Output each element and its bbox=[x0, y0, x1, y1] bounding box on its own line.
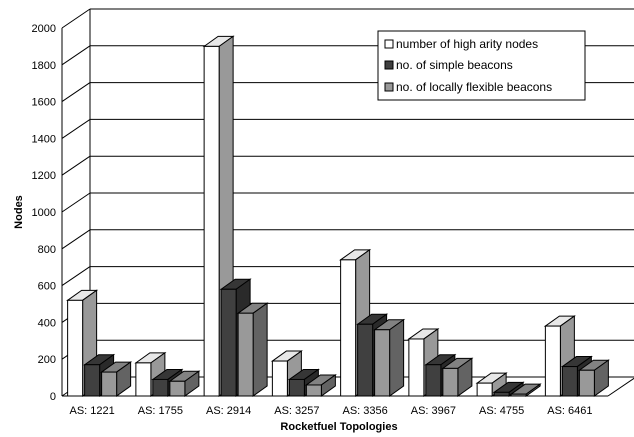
bar-front bbox=[425, 364, 442, 397]
bar-front bbox=[578, 369, 595, 397]
bar bbox=[100, 361, 133, 397]
bar-front bbox=[476, 382, 493, 397]
y-tick-labels: 0 200 400 600 800 1000 1200 1400 1600 1800 2000 bbox=[32, 23, 56, 403]
legend-swatch-high-arity bbox=[384, 39, 394, 49]
bar-front bbox=[220, 288, 237, 397]
legend-label-simple-beacons: no. of simple beacons bbox=[396, 58, 513, 72]
legend: number of high arity nodes no. of simple… bbox=[377, 30, 586, 101]
bar-front bbox=[544, 325, 561, 397]
y-tick-label: 1000 bbox=[32, 207, 56, 219]
x-tick-labels: AS: 1221 AS: 1755 AS: 2914 AS: 3257 AS: 3356… bbox=[69, 405, 592, 417]
bar bbox=[168, 370, 201, 397]
bar-front bbox=[442, 367, 459, 397]
bar-front bbox=[408, 338, 425, 397]
y-tick-label: 1200 bbox=[32, 170, 56, 182]
y-tick-label: 200 bbox=[38, 354, 56, 366]
gridline-depth bbox=[61, 118, 91, 139]
gridline-depth bbox=[61, 229, 91, 250]
gridline-depth bbox=[61, 82, 91, 103]
bar-front bbox=[561, 366, 578, 397]
bars bbox=[66, 35, 610, 397]
bar bbox=[441, 357, 474, 397]
legend-box bbox=[377, 30, 586, 101]
bar bbox=[475, 372, 508, 397]
bar bbox=[509, 383, 542, 397]
y-tick-label: 2000 bbox=[32, 23, 56, 35]
bar-front bbox=[340, 259, 357, 397]
gridline-depth bbox=[61, 266, 91, 287]
legend-swatch-flexible-beacons bbox=[384, 82, 394, 92]
bar-front bbox=[305, 384, 322, 397]
bar-front bbox=[135, 362, 152, 397]
x-tick-label: AS: 2914 bbox=[206, 405, 251, 417]
bar bbox=[577, 359, 610, 397]
y-tick-label: 1400 bbox=[32, 133, 56, 145]
gridline-depth bbox=[61, 192, 91, 213]
bar bbox=[304, 373, 337, 397]
x-tick-label: AS: 4755 bbox=[479, 405, 524, 417]
y-tick-label: 600 bbox=[38, 281, 56, 293]
bar bbox=[236, 302, 269, 397]
y-axis-title: Nodes bbox=[13, 195, 25, 229]
bar-front bbox=[271, 360, 288, 397]
x-tick-label: AS: 3257 bbox=[274, 405, 319, 417]
y-tick-label: 0 bbox=[50, 391, 56, 403]
x-axis-title: Rocketfuel Topologies bbox=[280, 421, 397, 433]
y-tick-label: 800 bbox=[38, 244, 56, 256]
bar-front bbox=[152, 378, 169, 397]
bar-front bbox=[67, 299, 84, 397]
gridline-depth bbox=[61, 45, 91, 66]
x-tick-label: AS: 1755 bbox=[138, 405, 183, 417]
bar-front bbox=[288, 378, 305, 397]
bar-front bbox=[510, 393, 527, 397]
bar bbox=[373, 318, 406, 397]
x-tick-label: AS: 1221 bbox=[69, 405, 114, 417]
bar-front bbox=[203, 45, 220, 397]
bar-side bbox=[252, 302, 268, 397]
bar-front bbox=[237, 312, 254, 397]
gridline-depth bbox=[61, 155, 91, 176]
floor-edge bbox=[607, 377, 634, 397]
bar-front bbox=[357, 323, 374, 397]
bar-front bbox=[493, 391, 510, 397]
y-tick-label: 1600 bbox=[32, 97, 56, 109]
bar-front bbox=[169, 380, 186, 397]
bar-front bbox=[374, 329, 391, 397]
legend-label-high-arity: number of high arity nodes bbox=[396, 37, 538, 51]
x-tick-label: AS: 3356 bbox=[342, 405, 387, 417]
bar-side bbox=[389, 318, 405, 397]
bar-front bbox=[84, 364, 101, 397]
x-tick-label: AS: 6461 bbox=[547, 405, 592, 417]
bar-front bbox=[101, 371, 118, 397]
y-tick-label: 400 bbox=[38, 317, 56, 329]
x-tick-label: AS: 3967 bbox=[411, 405, 456, 417]
legend-swatch-simple-beacons bbox=[384, 60, 394, 70]
y-tick-label: 1800 bbox=[32, 60, 56, 72]
legend-label-flexible-beacons: no. of locally flexible beacons bbox=[396, 80, 552, 94]
gridline-depth bbox=[61, 8, 91, 29]
